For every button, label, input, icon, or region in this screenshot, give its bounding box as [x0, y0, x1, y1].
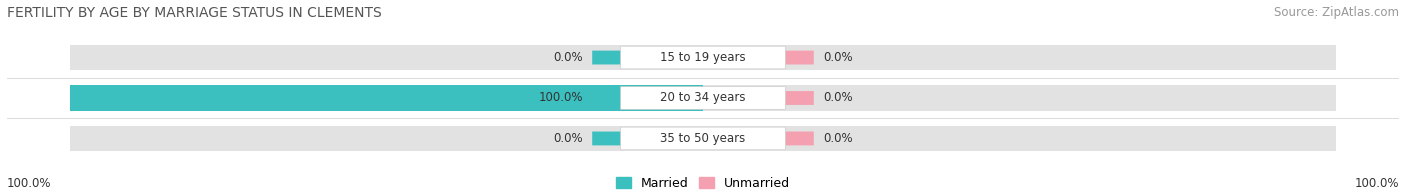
Text: 0.0%: 0.0%	[824, 132, 853, 145]
Text: Source: ZipAtlas.com: Source: ZipAtlas.com	[1274, 6, 1399, 19]
Text: 0.0%: 0.0%	[553, 51, 583, 64]
FancyBboxPatch shape	[620, 46, 786, 69]
Text: 35 to 50 years: 35 to 50 years	[661, 132, 745, 145]
FancyBboxPatch shape	[620, 127, 786, 150]
FancyBboxPatch shape	[785, 132, 814, 145]
Text: 0.0%: 0.0%	[824, 51, 853, 64]
Bar	[703, 126, 1336, 151]
FancyBboxPatch shape	[785, 91, 814, 105]
Bar	[70, 85, 703, 111]
Text: 0.0%: 0.0%	[824, 92, 853, 104]
Bar	[703, 45, 1336, 70]
Bar	[70, 45, 703, 70]
FancyBboxPatch shape	[785, 51, 814, 64]
Bar	[703, 85, 1336, 111]
FancyBboxPatch shape	[620, 87, 786, 109]
FancyBboxPatch shape	[592, 132, 621, 145]
Text: 15 to 19 years: 15 to 19 years	[661, 51, 745, 64]
Bar	[70, 126, 703, 151]
Text: 20 to 34 years: 20 to 34 years	[661, 92, 745, 104]
Text: 100.0%: 100.0%	[1354, 177, 1399, 190]
Legend: Married, Unmarried: Married, Unmarried	[616, 177, 790, 190]
Text: 100.0%: 100.0%	[7, 177, 52, 190]
Text: 100.0%: 100.0%	[538, 92, 583, 104]
Text: FERTILITY BY AGE BY MARRIAGE STATUS IN CLEMENTS: FERTILITY BY AGE BY MARRIAGE STATUS IN C…	[7, 6, 382, 20]
FancyBboxPatch shape	[592, 51, 621, 64]
Bar	[70, 85, 703, 111]
FancyBboxPatch shape	[592, 91, 621, 105]
Text: 0.0%: 0.0%	[553, 132, 583, 145]
